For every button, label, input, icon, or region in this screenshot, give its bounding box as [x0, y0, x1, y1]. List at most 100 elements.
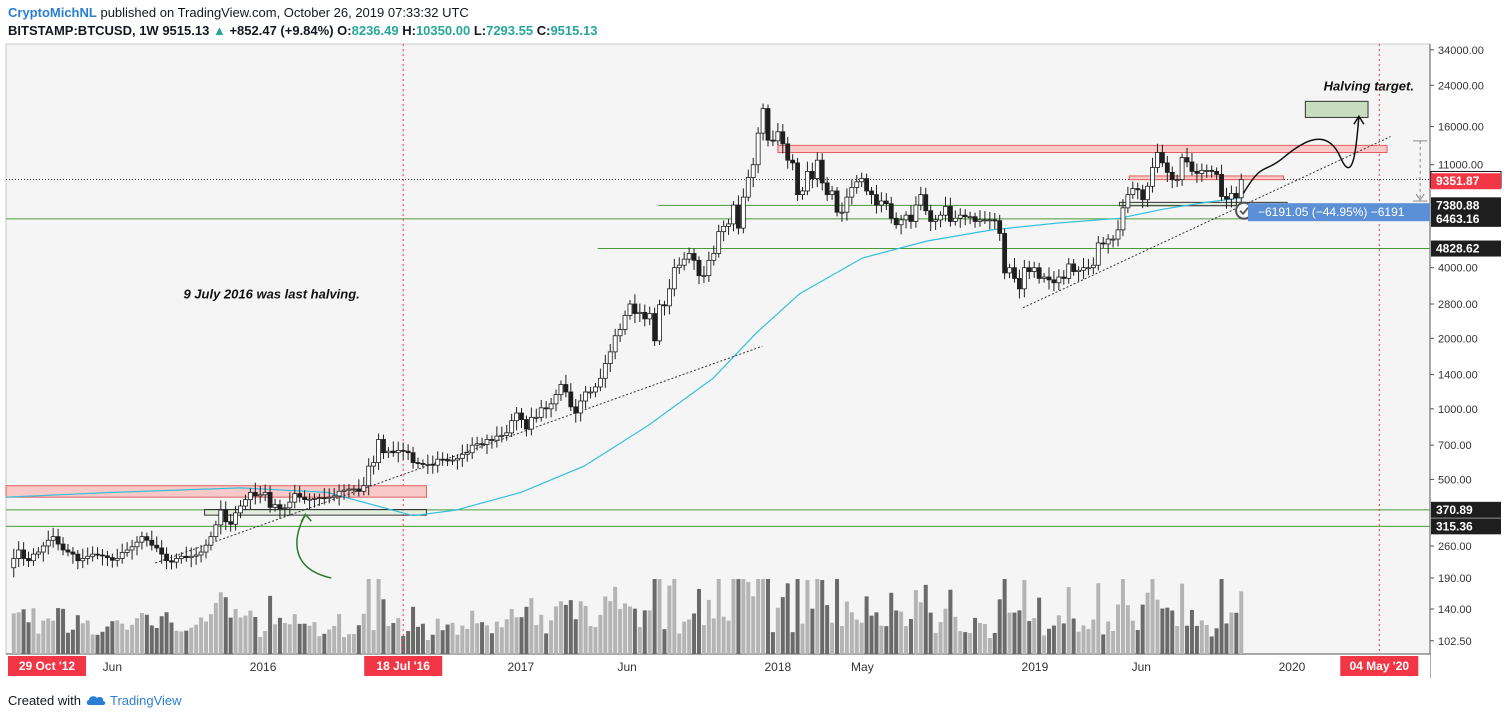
- candle-body: [780, 131, 786, 145]
- price-axis-label: 7380.88: [1436, 198, 1480, 212]
- candle-body: [262, 492, 268, 496]
- volume-bar: [953, 616, 958, 654]
- candle-body: [948, 206, 953, 222]
- candle-body: [1184, 157, 1190, 163]
- candle-body: [455, 457, 460, 461]
- volume-bar: [908, 618, 913, 654]
- candle: [178, 552, 184, 564]
- candle: [70, 547, 76, 564]
- candle: [824, 176, 830, 201]
- volume-bar: [785, 583, 790, 654]
- price-chart[interactable]: 34000.00 24000.00 16000.00 11000.00 4000.00 2…: [0, 42, 1508, 690]
- volume-bar: [263, 631, 268, 654]
- candle: [760, 103, 766, 141]
- candle-body: [647, 313, 653, 320]
- candle: [869, 186, 874, 205]
- candle-body: [1209, 170, 1215, 172]
- volume-bar: [721, 616, 726, 654]
- candle: [657, 299, 662, 346]
- candle: [450, 455, 455, 466]
- volume-bar: [751, 596, 756, 654]
- volume-bar: [568, 600, 573, 654]
- candle-body: [583, 391, 589, 402]
- candle: [622, 310, 628, 335]
- candle-body: [159, 547, 165, 555]
- candle-body: [617, 329, 623, 337]
- volume-bar: [578, 601, 583, 654]
- candle-body: [1214, 171, 1220, 175]
- candle-body: [390, 450, 396, 454]
- candle-body: [366, 465, 372, 487]
- candle: [1100, 237, 1106, 249]
- footer: Created with TradingView: [8, 692, 182, 710]
- y-tick-label: 2800.00: [1438, 299, 1478, 311]
- candle: [637, 303, 643, 323]
- author-link[interactable]: CryptoMichNL: [8, 5, 97, 20]
- volume-bar: [100, 631, 105, 654]
- candle-body: [85, 555, 91, 559]
- candle-body: [790, 159, 796, 164]
- volume-bar: [174, 630, 179, 654]
- candle: [785, 136, 791, 169]
- candle-body: [11, 558, 17, 569]
- candle-body: [277, 504, 283, 510]
- price-axis-label: 315.36: [1436, 519, 1473, 533]
- candle: [208, 531, 214, 551]
- annotation-text: 9 July 2016 was last halving.: [183, 287, 359, 302]
- x-tick-label: 2017: [507, 660, 534, 674]
- candle-body: [292, 493, 298, 503]
- candle-body: [533, 416, 539, 419]
- tradingview-link[interactable]: TradingView: [110, 693, 182, 708]
- candle: [144, 532, 150, 547]
- volume-bar: [1185, 625, 1190, 654]
- candle-body: [1120, 207, 1126, 231]
- volume-bar: [879, 625, 884, 654]
- volume-bar: [199, 617, 204, 654]
- volume-bar: [159, 616, 164, 654]
- candle: [1179, 153, 1185, 186]
- candle: [681, 252, 687, 271]
- candle: [543, 400, 549, 419]
- measure-arrow-icon: [1415, 193, 1425, 201]
- tradingview-cloud-icon: [86, 696, 105, 705]
- candle-body: [415, 462, 421, 464]
- candle-body: [671, 267, 677, 290]
- candle: [55, 528, 61, 551]
- volume-bar: [1076, 631, 1081, 654]
- candle-body: [1012, 267, 1017, 279]
- volume-bar: [677, 633, 682, 654]
- volume-bar: [95, 634, 100, 654]
- volume-bar: [450, 622, 455, 654]
- volume-bar: [1229, 612, 1234, 654]
- price-axis-label: 6463.16: [1436, 212, 1480, 226]
- volume-bar: [1140, 604, 1145, 654]
- candle: [938, 211, 943, 228]
- price-axis-label-box: [1431, 240, 1501, 257]
- candle: [701, 265, 707, 284]
- volume-bar: [85, 620, 90, 654]
- candle: [711, 245, 717, 266]
- volume-bar: [1155, 599, 1160, 654]
- volume-bar: [282, 622, 287, 654]
- halving-target-zone: [1304, 100, 1369, 118]
- volume-bar: [435, 618, 440, 654]
- change-arrow-icon: ▲: [212, 23, 226, 38]
- candle-body: [731, 204, 736, 225]
- candle: [928, 204, 934, 232]
- candle: [65, 544, 71, 557]
- candle: [686, 247, 692, 264]
- candle: [85, 547, 91, 565]
- candle-body: [1026, 267, 1032, 272]
- candle-body: [257, 494, 263, 497]
- candle-body: [124, 549, 130, 553]
- candle-body: [755, 132, 761, 166]
- candle: [247, 488, 253, 510]
- candle: [272, 498, 278, 512]
- candle: [583, 386, 589, 409]
- volume-bar: [1022, 580, 1027, 654]
- volume-bar: [322, 633, 327, 654]
- volume-bar: [948, 589, 953, 654]
- resistance-zone: [777, 144, 1388, 154]
- candle: [80, 548, 86, 569]
- candle-body: [627, 303, 633, 316]
